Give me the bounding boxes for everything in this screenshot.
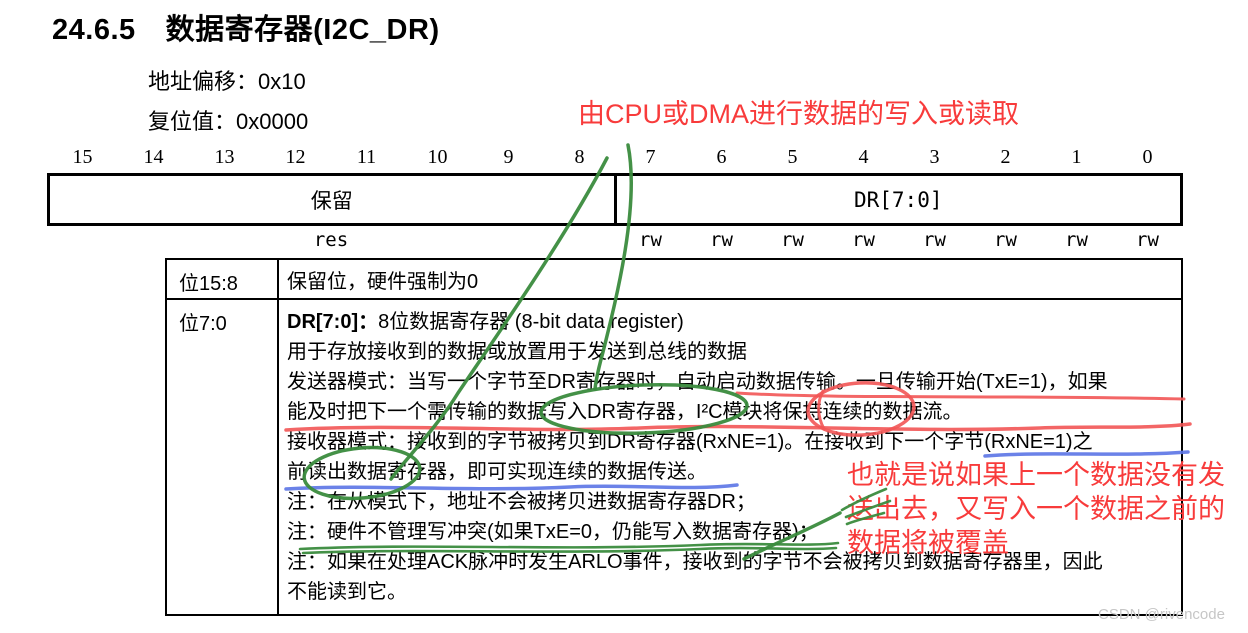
bit-number: 14 — [143, 146, 164, 168]
description-line: 用于存放接收到的数据或放置用于发送到总线的数据 — [287, 341, 747, 363]
annotation-top-red: 由CPU或DMA进行数据的写入或读取 — [578, 99, 1020, 129]
bit-number: 5 — [787, 146, 798, 168]
description-line: 能及时把下一个需传输的数据写入DR寄存器，I²C模块将保持连续的数据流。 — [287, 401, 963, 423]
description-cell: DR[7:0]：8位数据寄存器 (8-bit data register) 用于… — [279, 300, 1181, 614]
bit-number: 8 — [574, 146, 585, 168]
bit-number: 6 — [716, 146, 727, 168]
annotation-red-line: 数据将被覆盖 — [847, 528, 1009, 558]
access-rw: rw — [994, 229, 1017, 251]
description-line: 不能读到它。 — [287, 581, 407, 603]
access-rw: rw — [923, 229, 946, 251]
access-rw: rw — [781, 229, 804, 251]
section-number: 24.6.5 — [52, 14, 136, 46]
annotation-red-line: 送出去，又写入一个数据之前的 — [847, 494, 1225, 524]
bit-number: 7 — [645, 146, 656, 168]
access-row: res rw rw rw rw rw rw rw rw — [47, 229, 1183, 255]
bit-number: 0 — [1142, 146, 1153, 168]
description-line: 保留位，硬件强制为0 — [287, 271, 479, 293]
register-description-table: 位15:8 保留位，硬件强制为0 位7:0 DR[7:0]：8位数据寄存器 (8… — [165, 258, 1183, 616]
section-title-text: 数据寄存器(I2C_DR) — [165, 14, 440, 46]
bit-number: 10 — [427, 146, 448, 168]
access-res: res — [313, 229, 349, 251]
bit-number: 1 — [1071, 146, 1082, 168]
bits-cell: 位7:0 — [167, 300, 279, 614]
access-rw: rw — [1065, 229, 1088, 251]
bits-cell: 位15:8 — [167, 260, 279, 298]
annotation-right-red: 也就是说如果上一个数据没有发 送出去，又写入一个数据之前的 数据将被覆盖 — [847, 458, 1247, 560]
bit-number: 15 — [72, 146, 93, 168]
description-line: 发送器模式：当写一个字节至DR寄存器时，自动启动数据传输。一旦传输开始(TxE=… — [287, 371, 1108, 393]
section-title: 24.6.5 数据寄存器(I2C_DR) — [52, 6, 440, 48]
description-line: 注：如果在处理ACK脉冲时发生ARLO事件，接收到的字节不会被拷贝到数据寄存器里… — [287, 551, 1103, 573]
description-cell: 保留位，硬件强制为0 — [279, 260, 1181, 298]
access-rw: rw — [639, 229, 662, 251]
register-bitfield-table: 保留 DR[7:0] — [47, 173, 1183, 226]
annotation-red-line: 也就是说如果上一个数据没有发 — [847, 460, 1225, 490]
address-offset: 地址偏移：0x10 — [148, 69, 306, 94]
access-rw: rw — [710, 229, 733, 251]
watermark: CSDN @rivencode — [1098, 606, 1225, 623]
bit-number: 9 — [503, 146, 514, 168]
field-reserved: 保留 — [50, 176, 617, 223]
bit-number: 2 — [1000, 146, 1011, 168]
description-line: DR[7:0]：8位数据寄存器 (8-bit data register) — [287, 311, 684, 333]
access-rw: rw — [852, 229, 875, 251]
bit-number: 11 — [356, 146, 377, 168]
bit-number-row: 15 14 13 12 11 10 9 8 7 6 5 4 3 2 1 0 — [47, 146, 1183, 170]
access-rw-group: rw rw rw rw rw rw rw rw — [615, 229, 1183, 255]
table-row: 位15:8 保留位，硬件强制为0 — [167, 260, 1181, 300]
description-line: 注：硬件不管理写冲突(如果TxE=0，仍能写入数据寄存器)； — [287, 521, 819, 543]
table-row: 位7:0 DR[7:0]：8位数据寄存器 (8-bit data registe… — [167, 300, 1181, 614]
bit-number: 4 — [858, 146, 869, 168]
bit-number: 13 — [214, 146, 235, 168]
reset-value: 复位值：0x0000 — [148, 109, 309, 134]
description-line: 接收器模式：接收到的字节被拷贝到DR寄存器(RxNE=1)。在接收到下一个字节(… — [287, 431, 1093, 453]
field-dr: DR[7:0] — [853, 187, 943, 212]
bit-number: 12 — [285, 146, 306, 168]
access-rw: rw — [1136, 229, 1159, 251]
bit-number: 3 — [929, 146, 940, 168]
